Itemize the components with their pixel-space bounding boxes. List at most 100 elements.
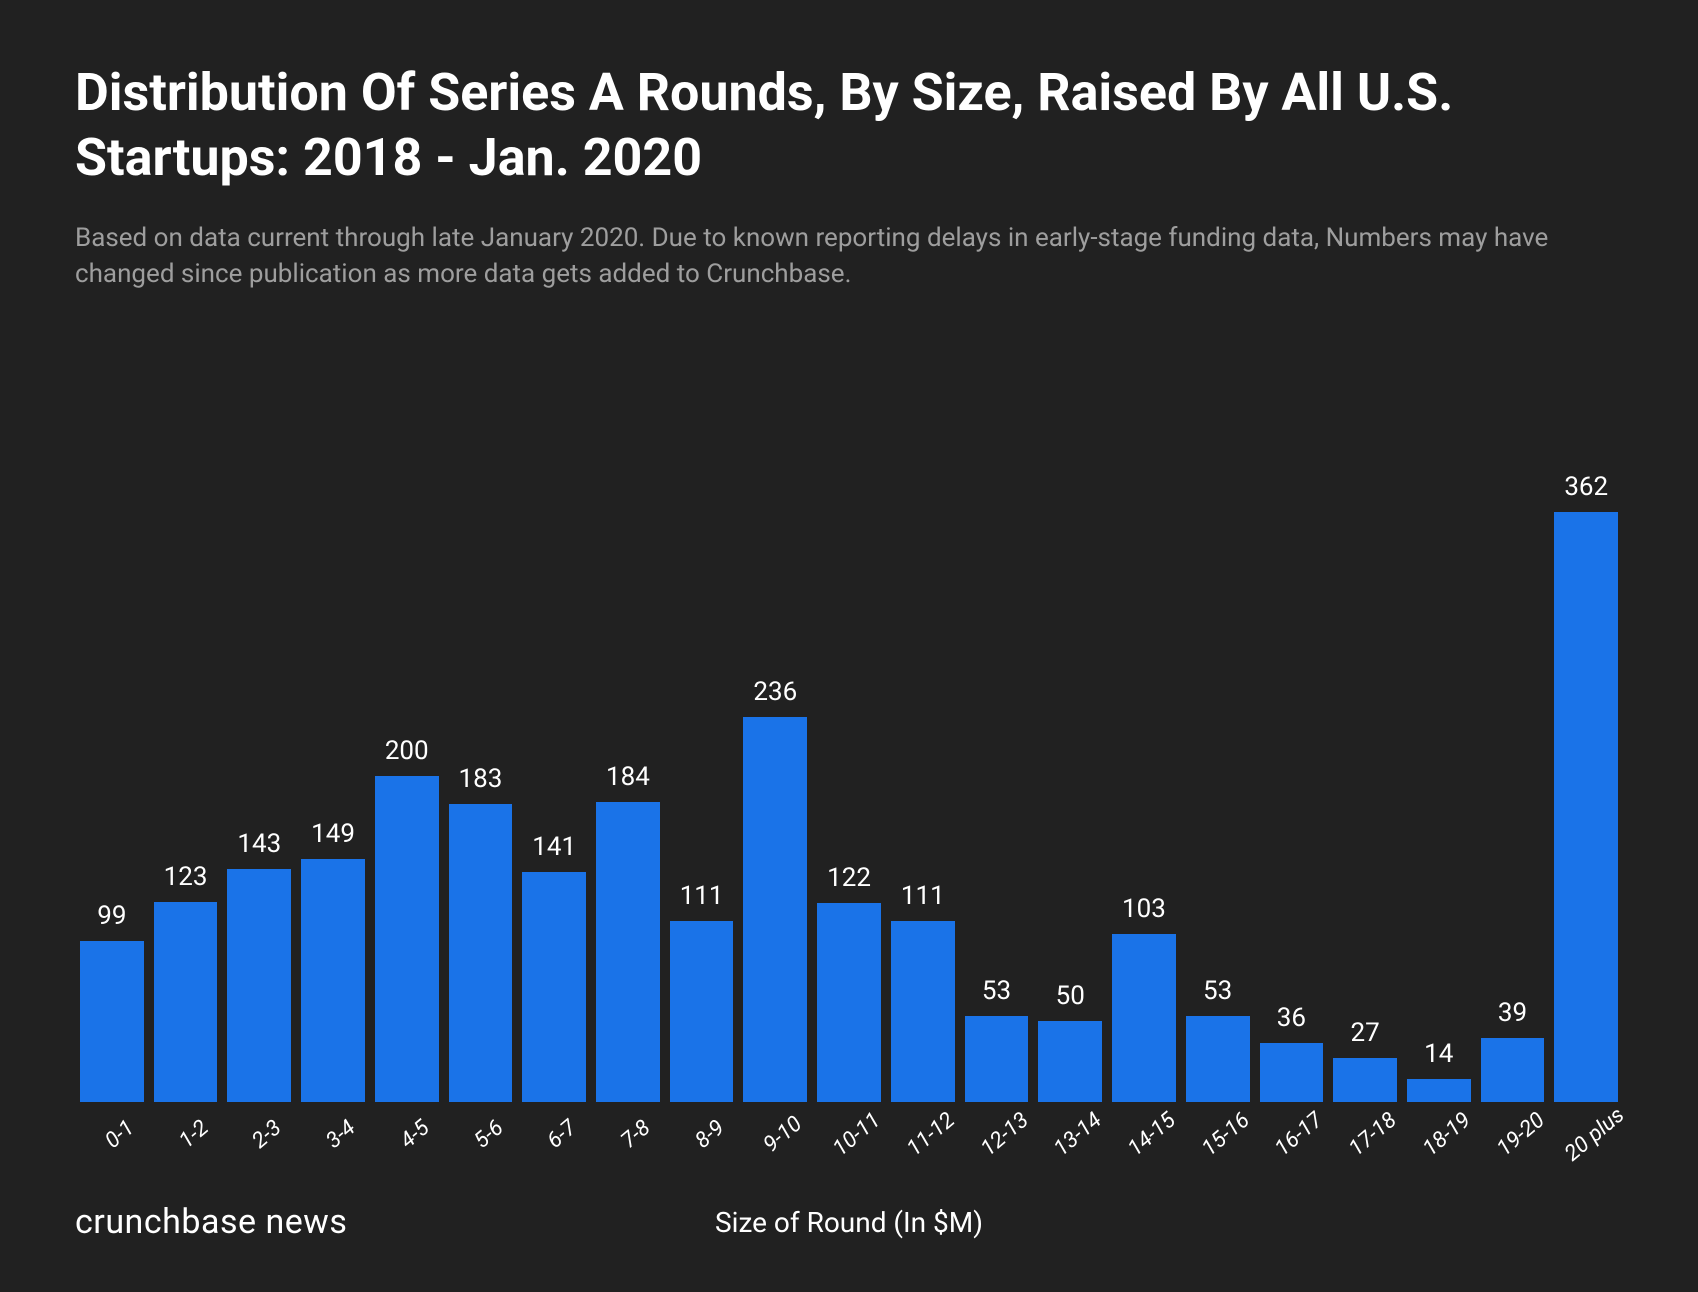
bar — [743, 717, 807, 1102]
category-label: 20 plus — [1560, 1103, 1629, 1167]
bar-wrapper: 99 — [80, 343, 144, 1102]
bar-wrapper: 39 — [1481, 343, 1545, 1102]
bar-value-label: 362 — [1564, 472, 1608, 502]
bar-wrapper: 36 — [1260, 343, 1324, 1102]
chart-subtitle: Based on data current through late Janua… — [75, 220, 1623, 293]
bar — [522, 872, 586, 1102]
category-label: 4-5 — [395, 1115, 434, 1153]
bar — [670, 921, 734, 1102]
bar-wrapper: 53 — [965, 343, 1029, 1102]
bar-value-label: 236 — [753, 677, 797, 707]
category-label: 5-6 — [469, 1115, 508, 1153]
bar-value-label: 36 — [1277, 1003, 1306, 1033]
bar — [1333, 1058, 1397, 1102]
bar-wrapper: 103 — [1112, 343, 1176, 1102]
bar-value-label: 53 — [982, 976, 1011, 1006]
x-axis-title: Size of Round (In $M) — [715, 1206, 983, 1239]
category-label: 0-1 — [100, 1115, 139, 1153]
bar-wrapper: 362 — [1554, 343, 1618, 1102]
bar — [1186, 1016, 1250, 1102]
category-label: 7-8 — [616, 1115, 655, 1153]
category-label-slot: 2-3 — [227, 1117, 291, 1172]
bar-value-label: 103 — [1122, 894, 1166, 924]
bar-value-label: 200 — [385, 736, 429, 766]
category-label: 17-18 — [1344, 1108, 1401, 1162]
bar-value-label: 50 — [1056, 981, 1085, 1011]
category-label: 16-17 — [1271, 1108, 1328, 1162]
category-label: 13-14 — [1050, 1108, 1107, 1162]
bar — [817, 903, 881, 1102]
category-label-slot: 14-15 — [1112, 1117, 1176, 1172]
category-label-slot: 8-9 — [670, 1117, 734, 1172]
category-label-slot: 10-11 — [817, 1117, 881, 1172]
category-label-slot: 5-6 — [449, 1117, 513, 1172]
bar — [375, 776, 439, 1102]
bar-wrapper: 111 — [670, 343, 734, 1102]
bar-value-label: 99 — [97, 901, 126, 931]
bar-value-label: 149 — [311, 819, 355, 849]
bar — [301, 859, 365, 1102]
bar-wrapper: 236 — [743, 343, 807, 1102]
chart-area: 99 123 143 149 200 183 141 184 111 236 122 111 53 50 1… — [75, 343, 1623, 1172]
bar-value-label: 183 — [459, 764, 503, 794]
bar-wrapper: 183 — [449, 343, 513, 1102]
category-label: 18-19 — [1418, 1108, 1475, 1162]
bar-value-label: 14 — [1424, 1039, 1453, 1069]
bar-wrapper: 123 — [154, 343, 218, 1102]
category-label-slot: 13-14 — [1038, 1117, 1102, 1172]
bar — [449, 804, 513, 1102]
category-label-slot: 11-12 — [891, 1117, 955, 1172]
category-label-slot: 19-20 — [1481, 1117, 1545, 1172]
category-label: 8-9 — [690, 1115, 729, 1153]
bar-wrapper: 122 — [817, 343, 881, 1102]
category-label-slot: 18-19 — [1407, 1117, 1471, 1172]
bar-wrapper: 141 — [522, 343, 586, 1102]
bar-value-label: 143 — [237, 829, 281, 859]
bar — [1260, 1043, 1324, 1102]
bar-wrapper: 111 — [891, 343, 955, 1102]
bar-wrapper: 149 — [301, 343, 365, 1102]
bar-wrapper: 143 — [227, 343, 291, 1102]
bar — [1481, 1038, 1545, 1102]
bar — [154, 902, 218, 1102]
category-label-slot: 20 plus — [1554, 1117, 1618, 1172]
category-label: 12-13 — [976, 1108, 1033, 1162]
category-label-slot: 3-4 — [301, 1117, 365, 1172]
category-label-slot: 15-16 — [1186, 1117, 1250, 1172]
bar-wrapper: 200 — [375, 343, 439, 1102]
bar-value-label: 141 — [532, 832, 576, 862]
category-label-slot: 12-13 — [965, 1117, 1029, 1172]
category-labels-container: 0-11-22-33-44-55-66-77-88-99-1010-1111-1… — [75, 1102, 1623, 1172]
category-label-slot: 4-5 — [375, 1117, 439, 1172]
brand-label: crunchbase news — [75, 1202, 347, 1242]
bar-value-label: 123 — [164, 862, 208, 892]
category-label: 9-10 — [759, 1112, 807, 1158]
bar — [596, 802, 660, 1102]
bar-wrapper: 27 — [1333, 343, 1397, 1102]
category-label-slot: 1-2 — [154, 1117, 218, 1172]
category-label: 1-2 — [174, 1115, 213, 1153]
bar-value-label: 53 — [1203, 976, 1232, 1006]
category-label: 14-15 — [1123, 1108, 1180, 1162]
bar-value-label: 27 — [1350, 1018, 1379, 1048]
bar-wrapper: 14 — [1407, 343, 1471, 1102]
bar-wrapper: 53 — [1186, 343, 1250, 1102]
bar — [965, 1016, 1029, 1102]
bar — [1554, 512, 1618, 1102]
category-label-slot: 9-10 — [743, 1117, 807, 1172]
bar — [1038, 1021, 1102, 1102]
bar-value-label: 184 — [606, 762, 650, 792]
category-label-slot: 16-17 — [1260, 1117, 1324, 1172]
category-label: 10-11 — [828, 1108, 885, 1162]
bar-wrapper: 184 — [596, 343, 660, 1102]
bar — [1407, 1079, 1471, 1102]
bar-value-label: 111 — [901, 881, 945, 911]
bar — [80, 941, 144, 1102]
category-label: 3-4 — [322, 1115, 361, 1153]
category-label: 2-3 — [248, 1115, 287, 1153]
category-label-slot: 6-7 — [522, 1117, 586, 1172]
bar — [227, 869, 291, 1102]
bar — [1112, 934, 1176, 1102]
bar-value-label: 122 — [827, 863, 871, 893]
category-label-slot: 0-1 — [80, 1117, 144, 1172]
